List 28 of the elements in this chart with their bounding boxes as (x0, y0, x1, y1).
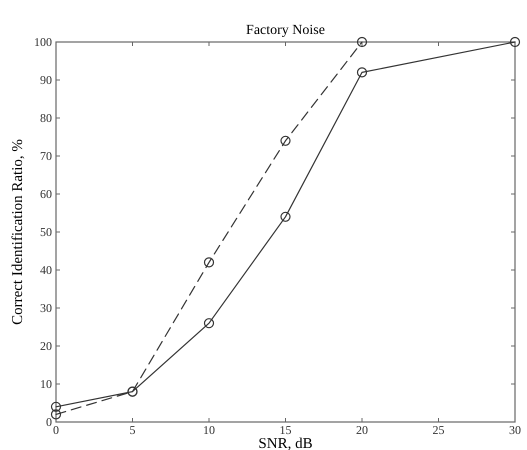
point (50, 409, 62, 420)
y-tick-label: 20 (40, 339, 52, 353)
x-tick-label: 25 (432, 423, 444, 437)
y-tick-label: 80 (40, 111, 52, 125)
x-axis-title: SNR, dB (258, 436, 313, 450)
point (280, 136, 291, 146)
point (204, 257, 214, 268)
point (356, 67, 368, 78)
y-tick-label: 90 (40, 73, 52, 87)
y-axis-title: Correct Identification Ratio, % (10, 139, 26, 325)
x-tick-label: 20 (356, 423, 368, 437)
x-tick-label: 5 (130, 423, 136, 437)
y-tick-label: 30 (40, 301, 52, 315)
x-tick-label: 30 (509, 423, 521, 437)
y-tick-label: 100 (34, 35, 52, 49)
point (204, 318, 214, 328)
y-tick-label: 40 (40, 263, 52, 277)
x-tick-label: 15 (280, 423, 292, 437)
chart-title: Factory Noise (246, 23, 325, 38)
point (280, 212, 291, 222)
x-tick-label: 10 (203, 423, 215, 437)
y-tick-label: 70 (40, 149, 52, 163)
point (50, 402, 62, 412)
y-tick-label: 10 (40, 377, 52, 391)
y-tick-label: 60 (40, 187, 52, 201)
point (356, 36, 368, 48)
point (510, 36, 520, 48)
y-tick-label: 50 (40, 225, 52, 239)
